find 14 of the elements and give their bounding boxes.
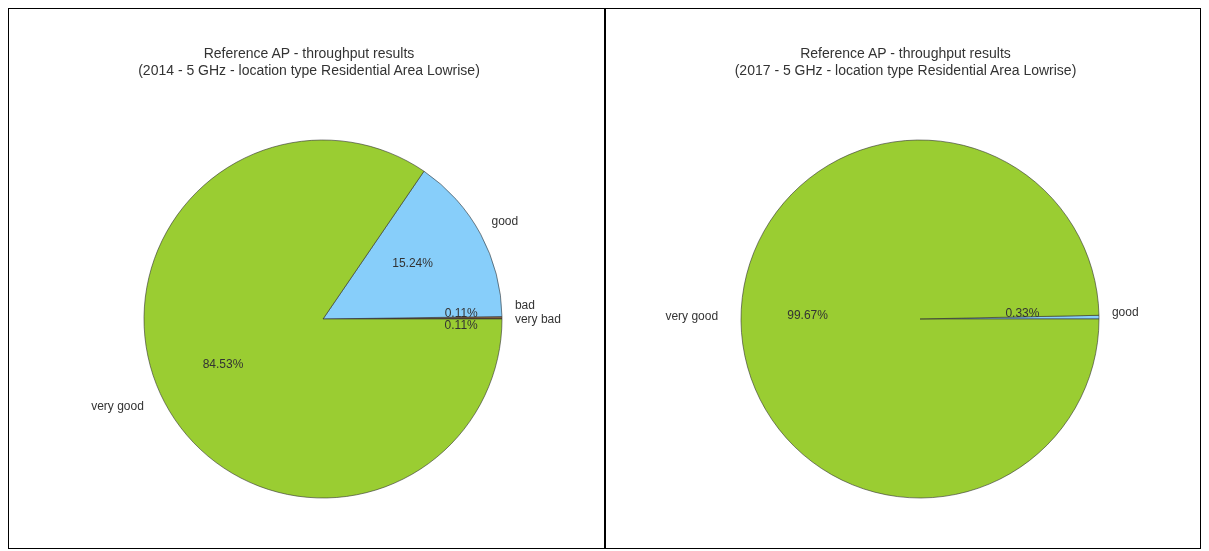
chart-title: Reference AP - throughput results (2014 - 5 GHz - location type Residential Area Lowrise) — [137, 45, 481, 79]
data-label: 0.11% — [444, 317, 479, 332]
data-label: 84.53% — [202, 357, 244, 372]
chart-title: Reference AP - throughput results (2017 - 5 GHz - location type Residential Area Lowrise) — [733, 45, 1078, 79]
slice-label: very bad — [514, 311, 561, 326]
slice-label: good — [1111, 304, 1139, 319]
slice-label: very good — [91, 398, 144, 413]
data-label: 0.11% — [444, 305, 479, 320]
data-label: 99.67% — [786, 308, 828, 323]
slice-label: bad — [514, 297, 535, 312]
data-label: 0.33% — [1004, 305, 1040, 320]
data-label: 15.24% — [392, 256, 434, 271]
slice-label: good — [491, 213, 519, 228]
slice-label: very good — [664, 309, 718, 324]
